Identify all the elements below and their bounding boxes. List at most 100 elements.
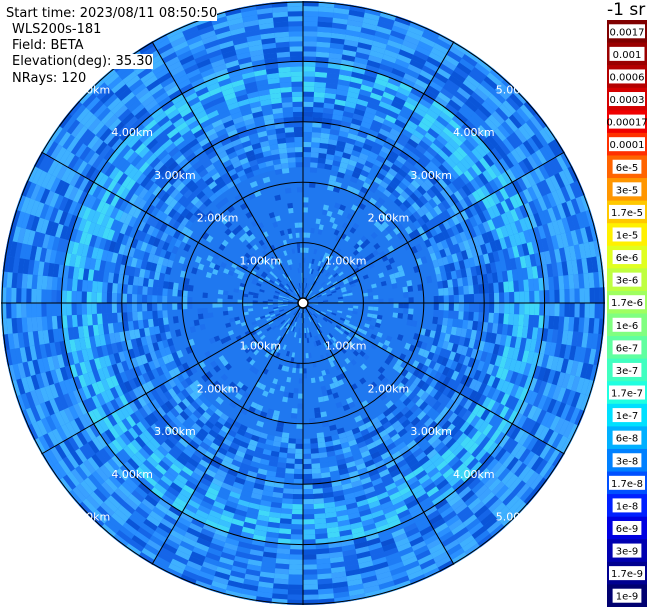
data-bin: [304, 293, 306, 299]
data-bin: [123, 148, 135, 161]
data-bin: [130, 439, 143, 452]
data-bin: [549, 342, 557, 357]
data-bin: [225, 97, 238, 106]
data-bin: [328, 546, 343, 554]
data-bin: [279, 325, 284, 331]
data-bin: [172, 394, 182, 405]
data-bin: [322, 395, 330, 402]
data-bin: [401, 105, 414, 116]
data-bin: [191, 518, 205, 529]
data-bin: [449, 193, 460, 205]
data-bin: [499, 303, 505, 314]
data-bin: [268, 82, 281, 90]
data-bin: [123, 445, 135, 458]
data-bin: [365, 490, 377, 500]
data-bin: [574, 180, 585, 197]
data-bin: [349, 176, 359, 184]
data-bin: [527, 405, 538, 420]
data-bin: [345, 137, 356, 146]
data-bin: [481, 197, 492, 210]
data-bin: [309, 268, 313, 274]
data-bin: [464, 493, 479, 507]
data-bin: [375, 110, 387, 120]
data-bin: [468, 311, 474, 321]
data-bin: [137, 482, 151, 495]
data-bin: [240, 108, 253, 117]
data-bin: [16, 303, 22, 319]
data-bin: [369, 381, 378, 390]
data-bin: [124, 497, 139, 511]
data-bin: [387, 132, 399, 142]
field-label: Field: BETA: [12, 38, 84, 53]
data-bin: [403, 388, 413, 398]
data-bin: [448, 475, 462, 487]
data-bin: [459, 535, 475, 548]
data-bin: [472, 320, 479, 331]
data-bin: [461, 53, 478, 67]
data-bin: [470, 461, 483, 474]
data-bin: [576, 331, 584, 348]
data-bin: [299, 368, 303, 374]
data-bin: [407, 170, 418, 180]
data-bin: [185, 394, 195, 405]
data-bin: [333, 265, 339, 271]
data-bin: [315, 340, 320, 347]
data-bin: [62, 116, 77, 132]
data-bin: [58, 459, 71, 475]
data-bin: [82, 325, 90, 338]
data-bin: [400, 376, 409, 386]
data-bin: [84, 233, 93, 246]
data-bin: [278, 71, 292, 78]
data-bin: [201, 34, 218, 45]
data-bin: [540, 179, 552, 195]
data-bin: [455, 111, 469, 124]
data-bin: [171, 150, 183, 161]
data-bin: [508, 114, 523, 129]
data-bin: [51, 289, 57, 303]
data-bin: [527, 186, 538, 201]
data-bin: [446, 227, 455, 238]
data-bin: [274, 292, 280, 296]
data-bin: [448, 245, 457, 255]
data-bin: [107, 272, 115, 284]
data-bin: [274, 194, 282, 201]
data-bin: [131, 510, 147, 523]
data-bin: [409, 21, 426, 32]
data-bin: [399, 82, 413, 93]
data-bin: [402, 286, 409, 293]
data-bin: [403, 308, 409, 315]
data-bin: [168, 252, 177, 262]
data-bin: [184, 565, 201, 576]
data-bin: [50, 369, 59, 384]
data-bin: [122, 284, 128, 294]
data-bin: [86, 494, 101, 510]
data-bin: [271, 445, 281, 453]
data-bin: [475, 448, 487, 462]
data-bin: [311, 468, 321, 474]
data-bin: [554, 289, 560, 303]
data-bin: [249, 497, 262, 505]
data-bin: [303, 257, 306, 263]
data-bin: [331, 223, 338, 230]
data-bin: [463, 294, 470, 303]
data-bin: [39, 402, 51, 418]
data-bin: [359, 508, 372, 517]
data-bin: [401, 77, 415, 88]
data-bin: [411, 394, 421, 405]
data-bin: [119, 371, 129, 383]
data-bin: [297, 403, 303, 409]
data-bin: [303, 136, 312, 143]
data-bin: [138, 41, 155, 54]
data-bin: [134, 107, 148, 120]
data-bin: [462, 79, 478, 92]
data-bin: [245, 512, 259, 520]
data-bin: [128, 473, 142, 487]
data-bin: [58, 441, 71, 457]
data-bin: [501, 121, 515, 136]
data-bin: [353, 489, 366, 498]
data-bin: [500, 380, 510, 394]
data-bin: [291, 408, 298, 414]
data-bin: [289, 549, 303, 555]
data-bin: [321, 370, 327, 376]
data-bin: [522, 433, 535, 449]
